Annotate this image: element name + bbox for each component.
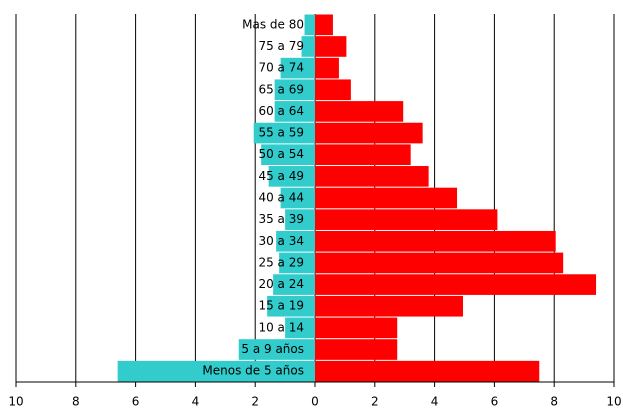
category-label: 40 a 44 bbox=[258, 191, 304, 205]
bar bbox=[304, 14, 315, 36]
category-label: 75 a 79 bbox=[258, 39, 304, 53]
bar bbox=[273, 274, 315, 295]
x-tick-label: 0 bbox=[311, 395, 319, 409]
category-label: 65 a 69 bbox=[258, 82, 304, 96]
category-label: 10 a 14 bbox=[258, 320, 304, 334]
bar bbox=[279, 252, 315, 274]
bar bbox=[315, 122, 423, 144]
bar bbox=[285, 317, 315, 339]
x-tick-label: 2 bbox=[251, 395, 259, 409]
category-label: 60 a 64 bbox=[258, 104, 304, 118]
bar bbox=[315, 166, 429, 187]
bar bbox=[315, 295, 464, 317]
x-tick-label: 6 bbox=[132, 395, 140, 409]
x-tick-label: 2 bbox=[371, 395, 379, 409]
bar bbox=[315, 187, 458, 209]
category-label: 70 a 74 bbox=[258, 61, 304, 75]
x-tick-label: 4 bbox=[192, 395, 200, 409]
bar bbox=[315, 144, 411, 166]
bar bbox=[285, 209, 315, 230]
category-label: 45 a 49 bbox=[258, 169, 304, 183]
bar bbox=[315, 79, 351, 101]
bar bbox=[315, 101, 404, 122]
bar bbox=[315, 252, 564, 274]
bar bbox=[276, 230, 315, 252]
bar bbox=[274, 101, 315, 122]
category-label: 20 a 24 bbox=[258, 277, 304, 291]
bar bbox=[315, 209, 498, 230]
bar bbox=[268, 166, 315, 187]
x-tick-label: 8 bbox=[72, 395, 80, 409]
bar bbox=[253, 122, 315, 144]
bar bbox=[315, 339, 398, 360]
bar bbox=[315, 36, 347, 57]
bar bbox=[267, 295, 315, 317]
bar bbox=[117, 360, 315, 382]
x-tick-label: 8 bbox=[550, 395, 558, 409]
category-label: 55 a 59 bbox=[258, 126, 304, 140]
category-label: Menos de 5 años bbox=[202, 364, 304, 378]
category-label: 5 a 9 años bbox=[241, 342, 304, 356]
bar bbox=[301, 36, 315, 57]
bar bbox=[238, 339, 315, 360]
x-tick-label: 4 bbox=[431, 395, 439, 409]
bar bbox=[315, 14, 333, 36]
bar bbox=[315, 230, 556, 252]
bar bbox=[261, 144, 315, 166]
category-label: 15 a 19 bbox=[258, 299, 304, 313]
bar bbox=[315, 274, 597, 295]
bar bbox=[280, 187, 315, 209]
bar bbox=[274, 79, 315, 101]
x-tick-label: 10 bbox=[606, 395, 621, 409]
category-label: 35 a 39 bbox=[258, 212, 304, 226]
bar bbox=[315, 57, 339, 79]
x-tick-label: 10 bbox=[8, 395, 23, 409]
x-tick-label: 6 bbox=[491, 395, 499, 409]
category-label: 30 a 34 bbox=[258, 234, 304, 248]
bar bbox=[315, 317, 398, 339]
category-label: 25 a 29 bbox=[258, 255, 304, 269]
bar bbox=[315, 360, 540, 382]
category-label: Mas de 80 bbox=[242, 17, 304, 31]
category-label: 50 a 54 bbox=[258, 147, 304, 161]
bar bbox=[280, 57, 315, 79]
